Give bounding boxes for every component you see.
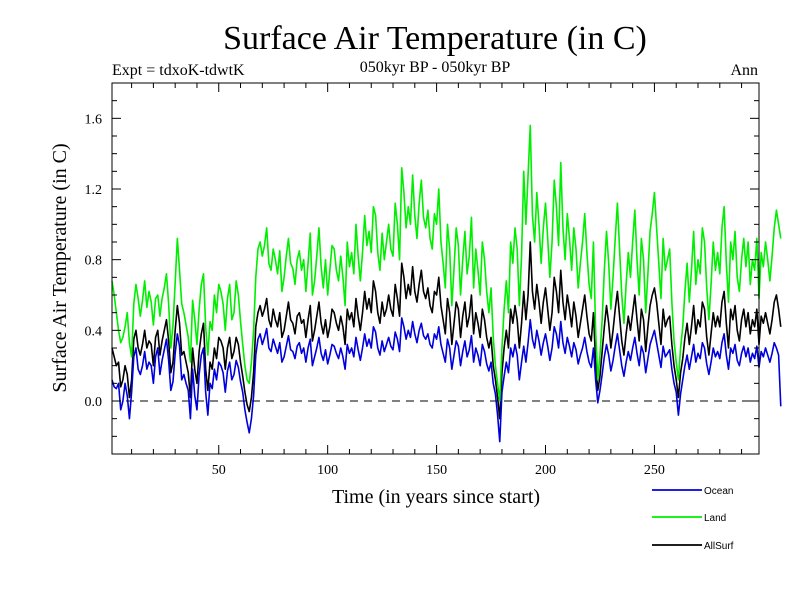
y-tick-label: 1.2: [85, 183, 103, 198]
legend: Ocean Land AllSurf: [652, 486, 734, 552]
series-line-allsurf: [111, 241, 782, 420]
y-tick-label: 0.4: [85, 324, 103, 339]
x-tick-label: 100: [317, 463, 338, 478]
x-tick-label: 50: [212, 463, 226, 478]
x-tick-label: 200: [535, 463, 556, 478]
y-axis-label: Surface Air Temperature (in C): [49, 143, 71, 392]
series-layer: [111, 124, 782, 443]
y-tick-label: 1.6: [85, 112, 103, 127]
tick-layer: 50 100 150 200 250 0.0 0.4 0.8 1.2 1.6: [85, 83, 759, 478]
x-tick-label: 250: [644, 463, 665, 478]
x-axis-label: Time (in years since start): [332, 486, 540, 508]
season-label: Ann: [730, 62, 758, 79]
x-tick-label: 150: [426, 463, 447, 478]
y-tick-label: 0.0: [85, 395, 103, 410]
chart-title: Surface Air Temperature (in C): [223, 20, 647, 57]
legend-label-allsurf: AllSurf: [704, 541, 734, 552]
y-tick-label: 0.8: [85, 254, 103, 269]
series-line-land: [111, 124, 782, 402]
chart-subtitle: 050kyr BP - 050kyr BP: [360, 59, 511, 76]
series-line-ocean: [111, 317, 782, 443]
legend-label-ocean: Ocean: [704, 486, 733, 497]
plot-frame: [111, 82, 760, 455]
legend-label-land: Land: [704, 513, 726, 524]
experiment-label: Expt = tdxoK-tdwtK: [112, 62, 245, 79]
